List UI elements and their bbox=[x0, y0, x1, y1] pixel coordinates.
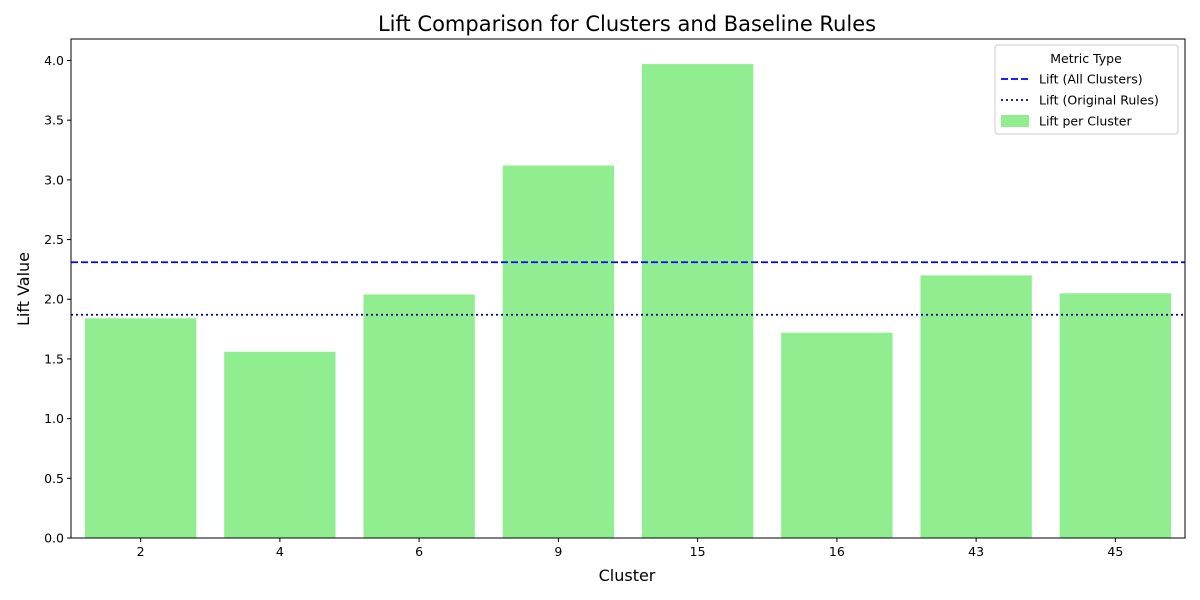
bars-layer bbox=[84, 64, 1172, 539]
x-tick-label: 43 bbox=[968, 544, 984, 559]
reference-lines-layer bbox=[71, 261, 1185, 316]
y-tick-label: 2.0 bbox=[44, 292, 64, 307]
y-tick-label: 0.5 bbox=[44, 471, 64, 486]
y-tick-label: 0.0 bbox=[44, 531, 64, 546]
chart-title: Lift Comparison for Clusters and Baselin… bbox=[378, 12, 876, 36]
x-tick-label: 2 bbox=[137, 544, 145, 559]
y-tick-label: 1.5 bbox=[44, 351, 64, 366]
x-tick-label: 4 bbox=[276, 544, 284, 559]
legend: Metric Type Lift (All Clusters) Lift (Ori… bbox=[994, 44, 1179, 135]
x-axis-title: Cluster bbox=[599, 566, 656, 585]
y-tick-label: 1.0 bbox=[44, 411, 64, 426]
legend-swatch-bar bbox=[1001, 115, 1029, 127]
y-axis-title: Lift Value bbox=[14, 252, 33, 326]
legend-label: Lift (All Clusters) bbox=[1039, 72, 1143, 87]
plot-frame bbox=[70, 38, 1186, 539]
bar-6 bbox=[363, 294, 475, 538]
y-tick-label: 4.0 bbox=[44, 53, 64, 68]
x-tick-label: 6 bbox=[415, 544, 423, 559]
x-tick-label: 15 bbox=[690, 544, 706, 559]
bar-9 bbox=[502, 165, 615, 539]
axes-layer: 0.0 0.5 1.0 1.5 2.0 2.5 3.0 3.5 4.0 2 4 6 9 15 16 43 45 bbox=[44, 38, 1186, 559]
y-tick-label: 3.5 bbox=[44, 113, 64, 128]
x-tick-label: 45 bbox=[1107, 544, 1123, 559]
x-tick-label: 16 bbox=[829, 544, 845, 559]
bar-43 bbox=[920, 275, 1032, 538]
y-tick-label: 2.5 bbox=[44, 232, 64, 247]
bar-16 bbox=[781, 332, 893, 538]
bar-4 bbox=[224, 351, 336, 538]
legend-label: Lift (Original Rules) bbox=[1039, 93, 1159, 108]
x-tick-label: 9 bbox=[554, 544, 562, 559]
legend-items: Lift (All Clusters) Lift (Original Rules)… bbox=[1001, 72, 1159, 129]
bar-2 bbox=[84, 318, 197, 538]
legend-title: Metric Type bbox=[1050, 51, 1122, 66]
bar-45 bbox=[1059, 293, 1172, 538]
y-tick-label: 3.0 bbox=[44, 172, 64, 187]
legend-label: Lift per Cluster bbox=[1039, 114, 1132, 129]
legend-frame bbox=[994, 44, 1179, 135]
bar-15 bbox=[641, 64, 754, 538]
